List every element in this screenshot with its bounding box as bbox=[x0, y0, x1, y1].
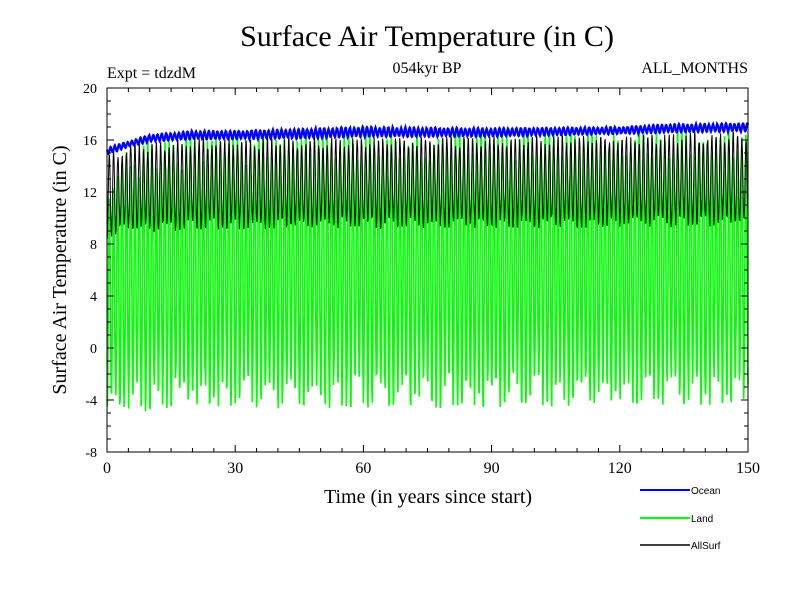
y-tick-label: -8 bbox=[85, 446, 97, 461]
y-tick-label: 16 bbox=[83, 134, 97, 149]
y-tick-label: 20 bbox=[83, 82, 97, 97]
chart-title: Surface Air Temperature (in C) bbox=[240, 20, 614, 53]
legend: Ocean Land AllSurf bbox=[640, 486, 721, 552]
series-allsurf bbox=[106, 132, 749, 239]
x-tick-label: 150 bbox=[736, 460, 760, 477]
x-axis-label: Time (in years since start) bbox=[324, 486, 532, 508]
y-tick-label: 12 bbox=[83, 186, 97, 201]
legend-allsurf-label: AllSurf bbox=[691, 541, 721, 552]
x-tick-label: 30 bbox=[227, 460, 243, 477]
line-ocean bbox=[105, 120, 750, 156]
y-tick-label: -4 bbox=[85, 394, 97, 409]
line-land bbox=[106, 127, 749, 412]
months-label: ALL_MONTHS bbox=[641, 60, 748, 77]
y-tick-label: 8 bbox=[90, 238, 97, 253]
series-ocean bbox=[105, 120, 750, 156]
x-tick-label: 90 bbox=[484, 460, 500, 477]
y-tick-label: 0 bbox=[90, 342, 97, 357]
y-axis-label: Surface Air Temperature (in C) bbox=[49, 145, 71, 394]
legend-ocean-label: Ocean bbox=[691, 486, 720, 497]
line-allsurf bbox=[106, 132, 749, 239]
legend-land-label: Land bbox=[691, 514, 713, 525]
ticks: 0 30 60 90 120 150 -8 -4 0 4 8 12 16 20 bbox=[83, 82, 760, 477]
x-tick-label: 60 bbox=[355, 460, 371, 477]
x-tick-label: 120 bbox=[608, 460, 632, 477]
experiment-label: Expt = tdzdM bbox=[107, 65, 196, 82]
y-tick-label: 4 bbox=[90, 290, 97, 305]
series-land bbox=[106, 127, 749, 412]
period-label: 054kyr BP bbox=[393, 60, 462, 77]
x-tick-label: 0 bbox=[103, 460, 111, 477]
